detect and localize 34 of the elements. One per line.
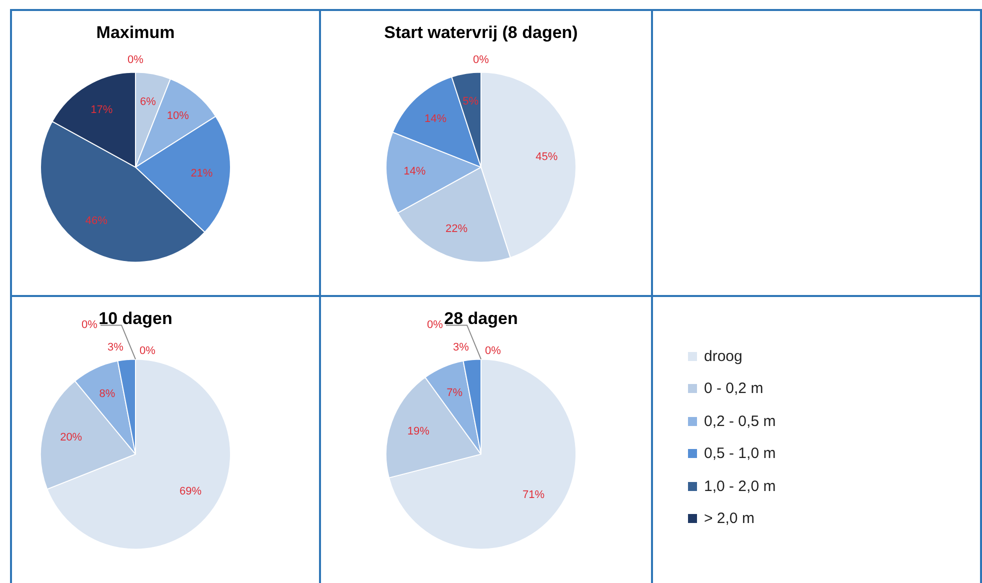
data-label: 69% — [179, 486, 202, 498]
legend-label: > 2,0 m — [703, 509, 756, 530]
chart-title: 10 dagen — [98, 308, 172, 328]
data-label: 19% — [407, 426, 430, 438]
data-label: 3% — [107, 342, 124, 354]
data-label: 10% — [166, 110, 190, 122]
data-label: 3% — [452, 342, 470, 354]
data-label: 17% — [90, 104, 113, 116]
legend-label: 0 - 0,2 m — [703, 379, 764, 400]
data-label: 20% — [60, 432, 82, 444]
chart-title: Maximum — [96, 22, 175, 42]
text: 0% — [427, 319, 443, 332]
text: 0% — [473, 54, 489, 66]
chart-title: 28 dagen — [444, 308, 518, 328]
data-label: 7% — [446, 387, 463, 400]
legend-label: 0,2 - 0,5 m — [703, 412, 776, 432]
text: 0% — [128, 54, 144, 66]
text: 0% — [485, 345, 501, 358]
data-label: 14% — [424, 112, 447, 125]
data-label: 5% — [462, 96, 479, 108]
data-label: 46% — [85, 215, 108, 228]
chart-title: Start watervrij (8 dagen) — [384, 22, 578, 42]
data-label: 8% — [99, 388, 116, 400]
text: 0% — [140, 345, 156, 358]
data-label: 22% — [446, 223, 468, 236]
data-label: 6% — [140, 96, 156, 108]
legend-label: 0,5 - 1,0 m — [703, 444, 776, 464]
text: 0% — [82, 319, 98, 332]
legend-label: droog — [703, 346, 744, 367]
data-label: 21% — [190, 167, 213, 180]
data-label: 45% — [536, 150, 558, 163]
data-label: 14% — [404, 165, 426, 178]
legend-label: 1,0 - 2,0 m — [703, 476, 776, 497]
data-label: 71% — [522, 488, 545, 501]
